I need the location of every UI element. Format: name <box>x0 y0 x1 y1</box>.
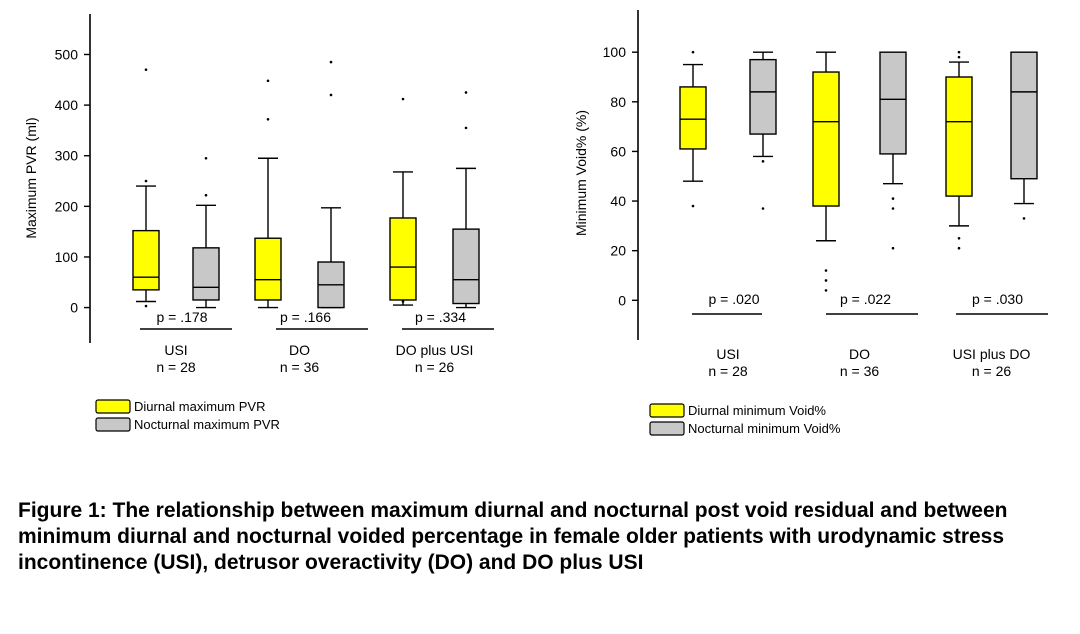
y-tick-label: 400 <box>55 97 79 113</box>
group-label: DO plus USI <box>396 342 474 358</box>
outlier-point <box>761 160 765 163</box>
group-label: USI plus DO <box>953 346 1031 362</box>
void-chart: 0 20 40 60 80 100 Minimum Void% (%) p = .020 USI… <box>573 10 1048 436</box>
group-label: USI <box>164 342 187 358</box>
outlier-point <box>891 246 895 250</box>
outlier-point <box>266 79 270 83</box>
y-tick-label: 40 <box>610 193 626 209</box>
y-tick-label: 100 <box>55 249 79 265</box>
group-n-label: n = 26 <box>415 359 455 375</box>
p-value-label: p = .022 <box>840 291 891 307</box>
legend-label: Nocturnal minimum Void% <box>688 421 841 436</box>
group-label: DO <box>289 342 310 358</box>
outlier-point <box>761 207 765 210</box>
y-tick-label: 100 <box>603 44 627 60</box>
outlier-point <box>266 117 270 121</box>
outlier-point <box>824 289 828 292</box>
group-label: DO <box>849 346 870 362</box>
outlier-point <box>824 269 828 272</box>
outlier-point <box>204 156 208 160</box>
box-diurnal <box>132 229 160 291</box>
p-value-label: p = .334 <box>415 309 466 325</box>
y-tick-label: 300 <box>55 148 79 164</box>
y-tick-label: 20 <box>610 243 626 259</box>
y-tick-label: 60 <box>610 143 626 159</box>
outlier-point <box>144 304 148 308</box>
y-tick-label: 80 <box>610 94 626 110</box>
group-n-label: n = 26 <box>972 363 1012 379</box>
pvr-chart: 0 100 200 300 400 500 Maximum PVR (ml) p = .178… <box>23 14 494 432</box>
outlier-point <box>144 179 148 183</box>
outlier-point <box>891 197 895 200</box>
outlier-point <box>691 50 695 54</box>
box-diurnal <box>679 86 707 150</box>
y-tick-label: 200 <box>55 198 79 214</box>
outlier-point <box>957 236 961 240</box>
legend-swatch <box>649 403 685 418</box>
outlier-point <box>401 300 405 303</box>
p-value-label: p = .178 <box>157 309 208 325</box>
legend-swatch <box>95 417 131 432</box>
y-tick-label: 0 <box>70 300 78 316</box>
group-n-label: n = 28 <box>156 359 196 375</box>
outlier-point <box>957 246 961 250</box>
group-n-label: n = 28 <box>708 363 748 379</box>
legend-label: Diurnal maximum PVR <box>134 399 265 414</box>
y-axis-label: Maximum PVR (ml) <box>23 117 39 238</box>
box-nocturnal <box>1010 51 1038 180</box>
box-diurnal <box>389 217 417 301</box>
legend-label: Nocturnal maximum PVR <box>134 417 280 432</box>
outlier-point <box>329 60 333 64</box>
outlier-point <box>1022 217 1026 220</box>
box-diurnal <box>945 76 973 197</box>
y-tick-label: 0 <box>618 292 626 308</box>
outlier-point <box>891 207 895 210</box>
outlier-point <box>329 93 333 97</box>
box-nocturnal <box>749 58 777 135</box>
p-value-label: p = .030 <box>972 291 1023 307</box>
legend-swatch <box>649 421 685 436</box>
outlier-point <box>824 279 828 282</box>
y-tick-label: 500 <box>55 46 79 62</box>
p-value-label: p = .166 <box>280 309 331 325</box>
group-n-label: n = 36 <box>840 363 880 379</box>
p-value-label: p = .020 <box>709 291 760 307</box>
box-nocturnal <box>879 51 907 155</box>
box-nocturnal <box>452 228 480 305</box>
outlier-point <box>691 204 695 208</box>
outlier-point <box>464 91 468 94</box>
outlier-point <box>144 68 148 71</box>
box-diurnal <box>254 237 282 301</box>
outlier-point <box>957 55 961 59</box>
box-diurnal <box>812 71 840 207</box>
outlier-point <box>401 97 405 101</box>
box-nocturnal <box>192 247 220 301</box>
outlier-point <box>464 126 468 130</box>
legend-label: Diurnal minimum Void% <box>688 403 826 418</box>
legend-swatch <box>95 399 131 414</box>
group-n-label: n = 36 <box>280 359 320 375</box>
outlier-point <box>204 193 208 197</box>
figure-caption: Figure 1: The relationship between maxim… <box>18 499 1008 574</box>
group-label: USI <box>716 346 739 362</box>
y-axis-label: Minimum Void% (%) <box>573 110 589 236</box>
outlier-point <box>957 50 961 54</box>
